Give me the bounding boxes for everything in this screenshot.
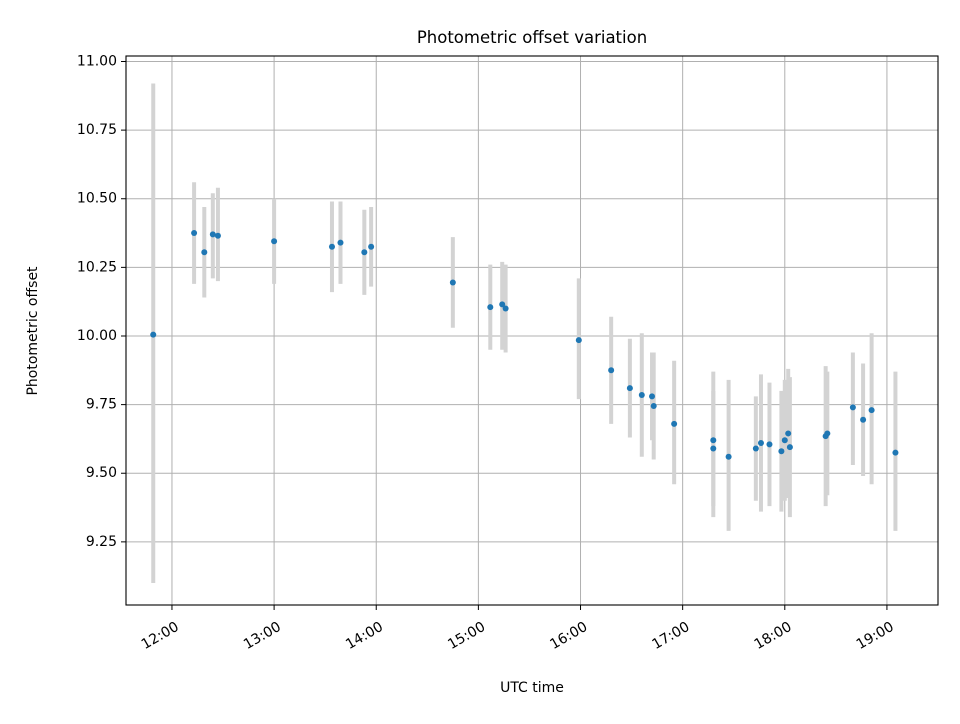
data-point [778, 448, 785, 455]
data-point [337, 239, 344, 246]
data-point [575, 337, 582, 344]
data-point [892, 449, 899, 456]
data-point [710, 445, 717, 452]
y-tick-label: 10.00 [77, 328, 117, 344]
y-tick-label: 11.00 [77, 53, 117, 69]
y-tick-label: 9.75 [86, 397, 117, 413]
data-point [487, 304, 494, 311]
data-point [502, 305, 509, 312]
data-point [766, 441, 773, 448]
data-point [626, 385, 633, 392]
y-axis-label: Photometric offset [25, 266, 41, 396]
data-point [649, 393, 656, 400]
data-point [650, 402, 657, 409]
y-tick-label: 10.50 [77, 191, 117, 207]
y-tick-label: 10.75 [77, 122, 117, 138]
data-point [271, 238, 278, 245]
point-layer [150, 230, 899, 460]
data-point [638, 392, 645, 399]
data-point [752, 445, 759, 452]
data-point [201, 249, 208, 256]
data-point [781, 437, 788, 444]
x-axis-label: UTC time [500, 680, 564, 696]
data-point [786, 444, 793, 451]
plot-frame [125, 55, 939, 606]
data-point [757, 440, 764, 447]
data-point [868, 407, 875, 414]
data-point [499, 301, 506, 308]
data-point [150, 331, 157, 338]
data-point [785, 430, 792, 437]
chart-title: Photometric offset variation [417, 28, 647, 47]
data-point [725, 453, 732, 460]
data-point [860, 416, 867, 423]
data-point [849, 404, 856, 411]
data-point [191, 230, 198, 237]
y-tick-label: 10.25 [77, 259, 117, 275]
data-point [449, 279, 456, 286]
data-point [671, 420, 678, 427]
data-point [361, 249, 368, 256]
data-point [824, 430, 831, 437]
data-point [608, 367, 615, 374]
data-point [710, 437, 717, 444]
data-point [328, 243, 335, 250]
data-point [368, 243, 375, 250]
y-tick-label: 9.25 [86, 534, 117, 550]
data-point [214, 232, 221, 239]
data-point [209, 231, 216, 238]
y-tick-label: 9.50 [86, 465, 117, 481]
